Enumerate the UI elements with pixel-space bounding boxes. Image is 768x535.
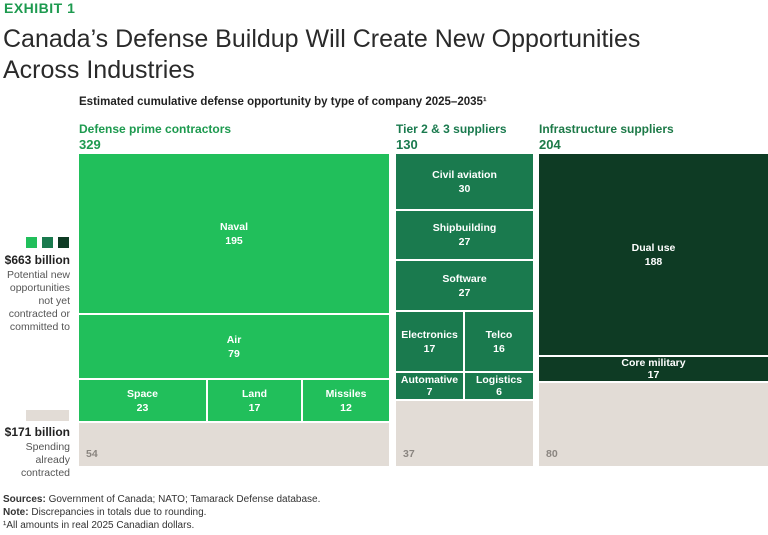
page-title: Canada’s Defense Buildup Will Create New… <box>3 25 641 84</box>
legend-swatch-tier <box>42 237 53 248</box>
cell-value: 54 <box>86 448 98 460</box>
cell-value: 17 <box>248 401 261 414</box>
legend-swatch-infra <box>58 237 69 248</box>
cell-label: Civil aviation <box>432 168 497 181</box>
cell-label: Dual use <box>631 241 676 254</box>
treemap-cell-naval: Naval 195 <box>79 154 389 313</box>
cell-value: 188 <box>644 255 663 268</box>
cell-value: 6 <box>496 386 502 398</box>
cell-label: Space <box>127 387 158 400</box>
legend-swatch-prime <box>26 237 37 248</box>
legend-swatch-contracted <box>26 410 69 421</box>
sources-label: Sources: <box>3 494 46 505</box>
treemap-cell-core-military: Core military 17 <box>539 357 768 381</box>
legend-new-desc: Potential new opportunities not yet cont… <box>6 269 70 333</box>
note-text: Discrepancies in totals due to rounding. <box>28 507 207 518</box>
treemap-cell-missiles: Missiles 12 <box>303 380 389 421</box>
group-total-tier: 130 <box>396 137 418 152</box>
treemap-cell-electronics: Electronics 17 <box>396 312 463 371</box>
cell-label: Land <box>241 387 268 400</box>
group-total-prime: 329 <box>79 137 101 152</box>
note-line: Note: Discrepancies in totals due to rou… <box>3 506 320 519</box>
cell-label: Missiles <box>325 387 367 400</box>
treemap-cell-software: Software 27 <box>396 261 533 310</box>
cell-value: 16 <box>493 342 505 355</box>
treemap-cell-automative: Automative 7 <box>396 373 463 399</box>
group-header-tier: Tier 2 & 3 suppliers 130 <box>396 122 507 152</box>
note-label: Note: <box>3 507 29 518</box>
footnote-1: ¹All amounts in real 2025 Canadian dolla… <box>3 520 195 531</box>
footnotes: Sources: Government of Canada; NATO; Tam… <box>3 493 320 532</box>
cell-label: Core military <box>621 357 686 369</box>
cell-value: 17 <box>647 369 660 381</box>
cell-label: Automative <box>400 374 459 386</box>
cell-label: Shipbuilding <box>432 222 497 234</box>
group-name-prime: Defense prime contractors <box>79 122 232 136</box>
treemap-cell-tier-contracted: 37 <box>396 401 533 466</box>
legend-contracted-total: $171 billion <box>4 425 70 439</box>
legend-new-total: $663 billion <box>4 253 70 267</box>
chart-title: Estimated cumulative defense opportunity… <box>79 96 487 108</box>
cell-value: 80 <box>546 448 558 460</box>
treemap-cell-logistics: Logistics 6 <box>465 373 533 399</box>
group-name-tier: Tier 2 & 3 suppliers <box>396 122 507 136</box>
cell-value: 7 <box>426 386 433 398</box>
cell-value: 12 <box>340 401 352 414</box>
cell-label: Telco <box>485 328 513 341</box>
group-name-infra: Infrastructure suppliers <box>539 122 674 136</box>
group-header-prime: Defense prime contractors 329 <box>79 122 231 152</box>
exhibit-label: EXHIBIT 1 <box>4 0 76 16</box>
cell-label: Logistics <box>475 374 523 386</box>
treemap-cell-infra-contracted: 80 <box>539 383 768 466</box>
treemap-cell-telco: Telco 16 <box>465 312 533 371</box>
treemap-cell-shipbuilding: Shipbuilding 27 <box>396 211 533 259</box>
cell-value: 27 <box>458 286 471 299</box>
cell-value: 37 <box>403 448 415 460</box>
cell-value: 79 <box>228 347 240 360</box>
sources-text: Government of Canada; NATO; Tamarack Def… <box>45 494 321 505</box>
sources-line: Sources: Government of Canada; NATO; Tam… <box>3 493 320 506</box>
cell-label: Naval <box>219 220 249 233</box>
group-total-infra: 204 <box>539 137 561 152</box>
cell-value: 27 <box>458 236 471 248</box>
cell-label: Air <box>226 333 242 346</box>
cell-value: 30 <box>458 182 471 195</box>
legend-contracted-desc: Spending already contracted <box>20 441 70 479</box>
treemap-cell-air: Air 79 <box>79 315 389 378</box>
treemap-cell-dual-use: Dual use 188 <box>539 154 768 355</box>
cell-label: Electronics <box>401 328 458 341</box>
group-header-infra: Infrastructure suppliers 204 <box>539 122 674 152</box>
cell-label: Software <box>442 272 487 285</box>
treemap-cell-land: Land 17 <box>208 380 301 421</box>
treemap-cell-prime-contracted: 54 <box>79 423 389 466</box>
cell-value: 195 <box>225 234 243 247</box>
treemap-cell-space: Space 23 <box>79 380 206 421</box>
cell-value: 23 <box>136 401 149 414</box>
treemap-cell-civil-aviation: Civil aviation 30 <box>396 154 533 209</box>
cell-value: 17 <box>423 342 436 355</box>
